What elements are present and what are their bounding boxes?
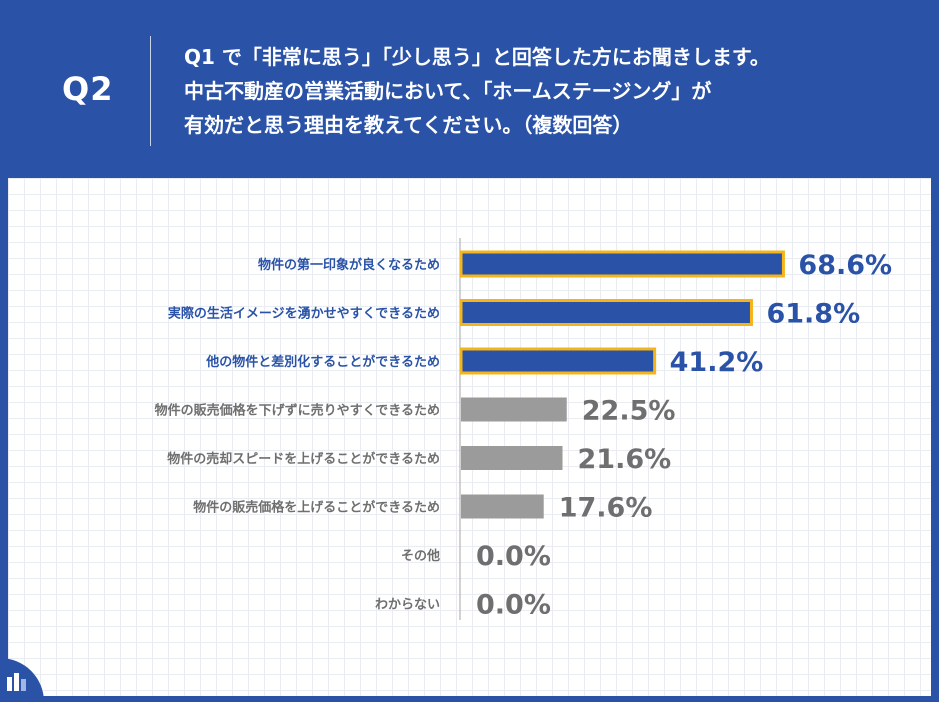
bar — [461, 446, 563, 470]
value-label: 0.0% — [476, 590, 551, 621]
divider — [150, 36, 151, 146]
question-text: Q1 で「非常に思う」「少し思う」と回答した方にお聞きします。 中古不動産の営業… — [184, 40, 914, 142]
category-label: 物件の売却スピードを上げることができるため — [167, 451, 440, 467]
value-label: 22.5% — [582, 396, 676, 427]
category-label: 物件の販売価格を下げずに売りやすくできるため — [155, 403, 440, 419]
bar — [461, 397, 567, 422]
header: Q2 Q1 で「非常に思う」「少し思う」と回答した方にお聞きします。 中古不動産… — [0, 0, 939, 178]
bar — [459, 250, 785, 278]
question-line-1: Q1 で「非常に思う」「少し思う」と回答した方にお聞きします。 — [184, 45, 770, 69]
company-logo-icon — [7, 673, 26, 691]
value-label: 21.6% — [578, 444, 672, 475]
category-label: その他 — [401, 548, 440, 564]
value-label: 0.0% — [476, 541, 551, 572]
category-label: 物件の第一印象が良くなるため — [258, 257, 440, 273]
question-number: Q2 — [62, 70, 114, 108]
value-label: 68.6% — [798, 250, 892, 281]
bar — [461, 494, 544, 519]
category-label: 物件の販売価格を上げることができるため — [193, 500, 440, 516]
bar — [459, 347, 657, 375]
question-line-2: 中古不動産の営業活動において、「ホームステージング」が — [184, 79, 712, 103]
value-label: 41.2% — [670, 347, 764, 378]
value-label: 61.8% — [766, 299, 860, 330]
value-label: 17.6% — [559, 493, 653, 524]
bar — [459, 299, 753, 326]
category-label: わからない — [375, 598, 440, 613]
category-label: 実際の生活イメージを湧かせやすくできるため — [168, 306, 440, 322]
question-line-3: 有効だと思う理由を教えてください。（複数回答） — [184, 113, 633, 137]
category-label: 他の物件と差別化することができるため — [205, 354, 440, 370]
